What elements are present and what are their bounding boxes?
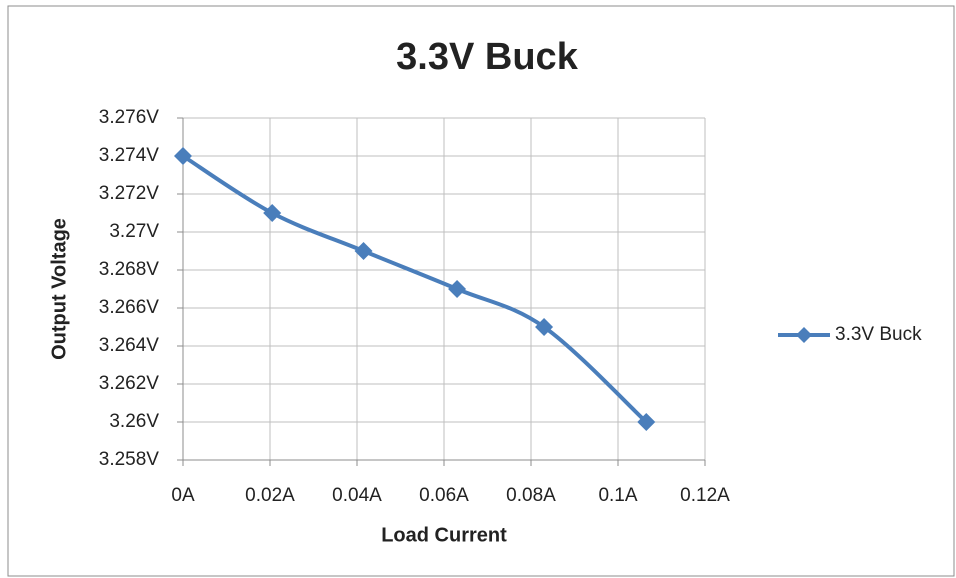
- y-tick-label: 3.266V: [99, 297, 160, 318]
- x-tick-label: 0.06A: [419, 485, 469, 506]
- series-line: [181, 154, 648, 424]
- y-tick-label: 3.258V: [99, 449, 160, 470]
- chart-title: 3.3V Buck: [396, 36, 579, 78]
- x-tick-label: 0.02A: [245, 485, 295, 506]
- y-axis-title: Output Voltage: [48, 218, 70, 360]
- marker: [354, 242, 373, 260]
- y-tick-label: 3.27V: [109, 221, 159, 242]
- marker: [637, 413, 656, 431]
- y-tick-label: 3.272V: [99, 183, 160, 204]
- legend-marker: [796, 327, 812, 343]
- chart-border: [7, 5, 955, 577]
- x-tick-label: 0.04A: [332, 485, 382, 506]
- marker: [535, 318, 554, 336]
- x-axis-title: Load Current: [381, 524, 507, 546]
- y-tick-label: 3.262V: [99, 373, 160, 394]
- x-tick-label: 0.08A: [506, 485, 556, 506]
- y-tick-label: 3.268V: [99, 259, 160, 280]
- legend-label: 3.3V Buck: [835, 324, 922, 345]
- y-tick-label: 3.274V: [99, 145, 160, 166]
- y-tick-label: 3.276V: [99, 107, 160, 128]
- y-tick-label: 3.26V: [109, 411, 159, 432]
- y-tick-label: 3.264V: [99, 335, 160, 356]
- x-tick-label: 0A: [171, 485, 195, 506]
- marker: [174, 147, 192, 165]
- marker: [263, 204, 282, 222]
- x-tick-label: 0.1A: [598, 485, 637, 506]
- x-tick-label: 0.12A: [680, 485, 730, 506]
- marker: [448, 280, 467, 298]
